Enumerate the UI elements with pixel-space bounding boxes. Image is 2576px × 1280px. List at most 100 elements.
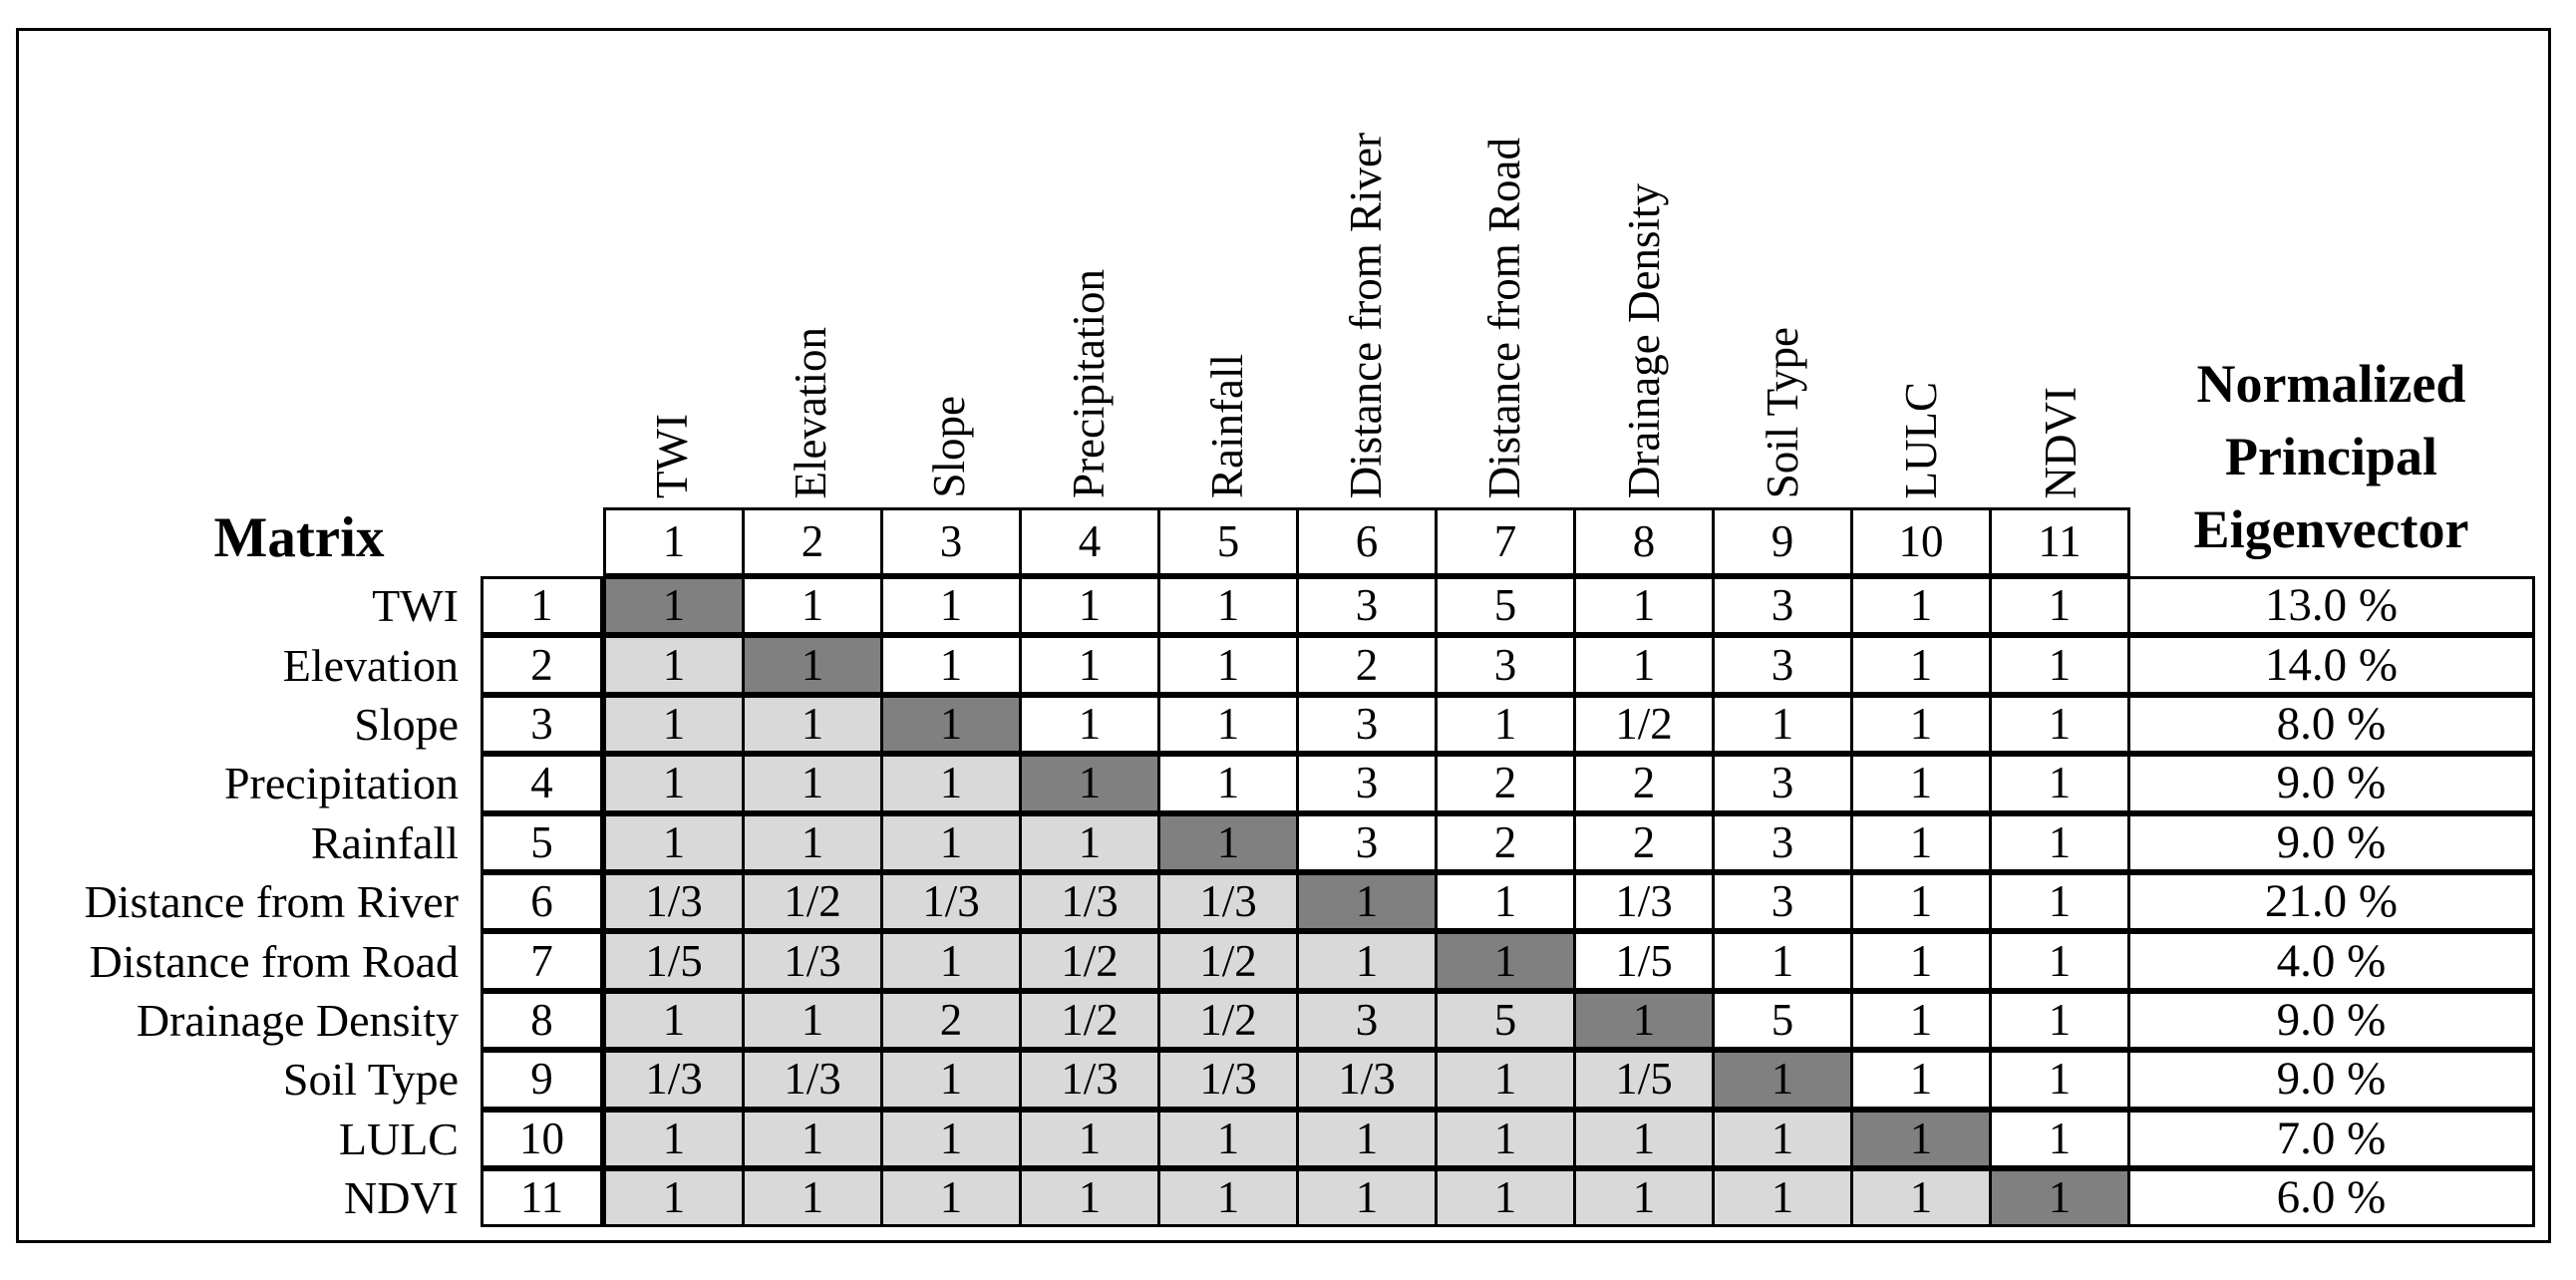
matrix-row: 10 1 1 1 1 1 1 1 1 1 1 1 7.0 % — [481, 1109, 2538, 1168]
column-header-rainfall: Rainfall — [1158, 36, 1297, 498]
column-header-label: Soil Type — [1758, 326, 1807, 498]
matrix-cell: 2 — [1296, 635, 1438, 695]
row-number-cell: 4 — [481, 754, 603, 813]
column-header-label: Precipitation — [1063, 269, 1114, 498]
row-label-distance-from-road: Distance from Road — [89, 935, 459, 987]
eigenvector-cell: 8.0 % — [2127, 694, 2535, 755]
matrix-cell: 1/3 — [880, 872, 1022, 932]
row-number-cell: 5 — [481, 812, 603, 872]
matrix-cell: 2 — [1435, 812, 1576, 872]
matrix-cell: 3 — [1435, 635, 1576, 695]
column-header-label: Elevation — [786, 326, 836, 498]
matrix-cell-diagonal: 1 — [1573, 990, 1715, 1051]
matrix-cell-diagonal: 1 — [603, 576, 745, 636]
eigenvector-cell: 9.0 % — [2127, 812, 2535, 872]
row-label-twi: TWI — [372, 580, 459, 632]
matrix-row: 9 1/3 1/3 1 1/3 1/3 1/3 1 1/5 1 1 1 9.0 % — [481, 1050, 2538, 1110]
matrix-cell: 1 — [1850, 812, 1992, 872]
row-number-cell: 2 — [481, 635, 603, 695]
matrix-cell: 1 — [1157, 576, 1299, 636]
matrix-row: 5 1 1 1 1 1 3 2 2 3 1 1 9.0 % — [481, 812, 2538, 872]
matrix-row-values: 1/3 1/2 1/3 1/3 1/3 1 1 1/3 3 1 1 — [603, 872, 2130, 932]
matrix-cell: 1 — [1019, 576, 1160, 636]
column-header-label: Slope — [924, 396, 975, 498]
matrix-cell: 3 — [1296, 990, 1438, 1051]
matrix-cell: 1 — [1989, 1109, 2130, 1168]
row-label-lulc: LULC — [338, 1113, 459, 1164]
column-number-cell: 10 — [1850, 507, 1992, 576]
column-number-cell: 5 — [1157, 507, 1299, 576]
matrix-cell: 5 — [1712, 990, 1853, 1051]
matrix-cell: 1 — [1573, 1168, 1715, 1228]
matrix-row: 1 1 1 1 1 1 3 5 1 3 1 1 13.0 % — [481, 576, 2538, 636]
row-label-ndvi: NDVI — [344, 1172, 459, 1224]
matrix-cell: 3 — [1712, 754, 1853, 813]
matrix-row-values: 1 1 2 1/2 1/2 3 5 1 5 1 1 — [603, 990, 2130, 1051]
matrix-cell: 1 — [603, 1168, 745, 1228]
matrix-cell: 1/3 — [742, 1050, 883, 1110]
row-label-slope: Slope — [354, 698, 459, 750]
matrix-cell: 1 — [1019, 1109, 1160, 1168]
matrix-cell: 1/2 — [1019, 931, 1160, 991]
column-number-cell: 2 — [742, 507, 883, 576]
column-header-slope: Slope — [881, 36, 1020, 498]
matrix-cell: 1 — [1989, 1050, 2130, 1110]
matrix-cell-diagonal: 1 — [1989, 1168, 2130, 1228]
matrix-cell: 1/5 — [603, 931, 745, 991]
matrix-cell-diagonal: 1 — [880, 694, 1022, 755]
matrix-cell: 2 — [1573, 812, 1715, 872]
matrix-cell: 1 — [1989, 754, 2130, 813]
matrix-row-values: 1/3 1/3 1 1/3 1/3 1/3 1 1/5 1 1 1 — [603, 1050, 2130, 1110]
column-header-label: Distance from River — [1341, 132, 1392, 498]
column-header-label: LULC — [1896, 381, 1947, 499]
column-headers: TWI Elevation Slope Precipitation Rainfall Di… — [603, 36, 2130, 498]
column-header-elevation: Elevation — [742, 36, 880, 498]
matrix-cell-diagonal: 1 — [1157, 812, 1299, 872]
matrix-cell: 1 — [603, 694, 745, 755]
matrix-cell: 1 — [1989, 812, 2130, 872]
column-header-distance-from-river: Distance from River — [1297, 36, 1436, 498]
matrix-cell: 1/3 — [742, 931, 883, 991]
column-header-twi: TWI — [603, 36, 742, 498]
column-number-cell: 4 — [1019, 507, 1160, 576]
column-header-precipitation: Precipitation — [1020, 36, 1158, 498]
matrix-cell: 1 — [603, 635, 745, 695]
matrix-cell: 1 — [1157, 635, 1299, 695]
matrix-cell: 5 — [1435, 990, 1576, 1051]
matrix-row: 8 1 1 2 1/2 1/2 3 5 1 5 1 1 9.0 % — [481, 990, 2538, 1051]
matrix-cell: 1 — [1712, 694, 1853, 755]
matrix-cell: 1 — [742, 990, 883, 1051]
column-number-cell: 7 — [1435, 507, 1576, 576]
matrix-cell: 1 — [1850, 754, 1992, 813]
matrix-cell: 1 — [1712, 1168, 1853, 1228]
matrix-cell-diagonal: 1 — [1712, 1050, 1853, 1110]
column-header-lulc: LULC — [1852, 36, 1991, 499]
matrix-cell: 1/2 — [1019, 990, 1160, 1051]
matrix-cell: 1 — [1989, 694, 2130, 755]
matrix-cell: 1 — [880, 754, 1022, 813]
matrix-cell: 3 — [1712, 635, 1853, 695]
matrix-cell: 1 — [1712, 931, 1853, 991]
matrix-cell: 3 — [1296, 576, 1438, 636]
matrix-cell: 1 — [1850, 694, 1992, 755]
row-label-rainfall: Rainfall — [310, 816, 459, 868]
matrix-cell: 3 — [1296, 812, 1438, 872]
matrix-cell: 1 — [1157, 754, 1299, 813]
column-number-cell: 8 — [1573, 507, 1715, 576]
matrix-cell: 2 — [1435, 754, 1576, 813]
matrix-cell: 1 — [1296, 1109, 1438, 1168]
column-header-distance-from-road: Distance from Road — [1437, 36, 1575, 498]
eigenvector-cell: 9.0 % — [2127, 990, 2535, 1051]
column-number-cell: 6 — [1296, 507, 1438, 576]
row-label-distance-from-river: Distance from River — [84, 876, 459, 928]
matrix-cell-diagonal: 1 — [742, 635, 883, 695]
matrix-cell: 1 — [880, 931, 1022, 991]
matrix-cell: 1/2 — [1573, 694, 1715, 755]
matrix-row: 7 1/5 1/3 1 1/2 1/2 1 1 1/5 1 1 1 4.0 % — [481, 931, 2538, 991]
column-header-label: Rainfall — [1201, 354, 1252, 498]
column-number-row: 1 2 3 4 5 6 7 8 9 10 11 — [603, 507, 2130, 576]
matrix-cell: 1 — [603, 754, 745, 813]
row-number-cell: 7 — [481, 931, 603, 991]
row-labels: TWI Elevation Slope Precipitation Rainfall Di… — [30, 576, 459, 1227]
matrix-cell: 3 — [1296, 754, 1438, 813]
